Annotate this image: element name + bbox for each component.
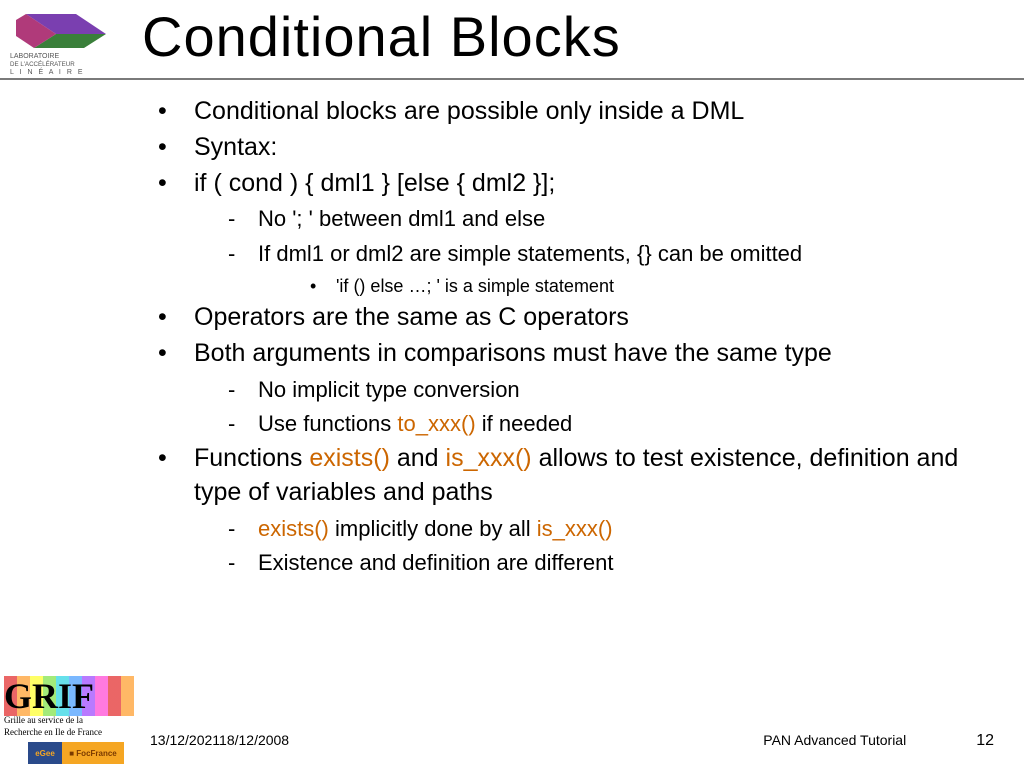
egee-left-text: eGee <box>35 749 55 758</box>
text: Use functions <box>258 411 397 436</box>
text: and <box>390 444 446 472</box>
sub-bullet: Use functions to_xxx() if needed <box>194 409 994 440</box>
svg-text:L I N É A I R E: L I N É A I R E <box>10 67 84 76</box>
bullet-text: if ( cond ) { dml1 } [else { dml2 }]; <box>194 169 555 197</box>
slide-number: 12 <box>976 732 994 750</box>
slide: LABORATOIRE DE L'ACCÉLÉRATEUR L I N É A … <box>0 0 1024 768</box>
accent-text: exists() <box>309 444 390 472</box>
sub-bullet-text: If dml1 or dml2 are simple statements, {… <box>258 241 802 266</box>
bullet-text: Both arguments in comparisons must have … <box>194 339 832 367</box>
accent-text: to_xxx() <box>397 411 475 436</box>
grif-text: GRIF <box>4 678 136 714</box>
grif-logo: GRIF Grille au service de la Recherche e… <box>4 676 136 738</box>
svg-text:LABORATOIRE: LABORATOIRE <box>10 53 59 60</box>
grif-subtitle: Recherche en Ile de France <box>4 728 136 738</box>
title-underline <box>0 78 1024 80</box>
sub-bullet: Existence and definition are different <box>194 548 994 579</box>
accent-text: exists() <box>258 516 329 541</box>
sub-bullet: exists() implicitly done by all is_xxx() <box>194 514 994 545</box>
bullet: Both arguments in comparisons must have … <box>140 337 994 440</box>
slide-title: Conditional Blocks <box>142 4 621 69</box>
sub-bullet: If dml1 or dml2 are simple statements, {… <box>194 239 994 299</box>
text: if needed <box>476 411 573 436</box>
bullet: Conditional blocks are possible only ins… <box>140 95 994 129</box>
bullet: Operators are the same as C operators <box>140 301 994 335</box>
grif-subtitle: Grille au service de la <box>4 716 136 726</box>
accent-text: is_xxx() <box>446 444 532 472</box>
egee-logo: eGee ■ FocFrance <box>28 742 124 764</box>
text: implicitly done by all <box>329 516 537 541</box>
lal-logo: LABORATOIRE DE L'ACCÉLÉRATEUR L I N É A … <box>8 8 128 76</box>
footer-date: 13/12/202118/12/2008 <box>150 732 289 748</box>
sub-bullet: No '; ' between dml1 and else <box>194 204 994 235</box>
sub-sub-bullet: 'if () else …; ' is a simple statement <box>258 274 994 299</box>
sub-bullet: No implicit type conversion <box>194 375 994 406</box>
footer: 13/12/202118/12/2008 PAN Advanced Tutori… <box>150 732 994 750</box>
accent-text: is_xxx() <box>537 516 613 541</box>
slide-content: Conditional blocks are possible only ins… <box>140 95 994 581</box>
bullet: Syntax: <box>140 131 994 165</box>
egee-right-text: ■ FocFrance <box>62 742 124 764</box>
bullet: if ( cond ) { dml1 } [else { dml2 }]; No… <box>140 167 994 300</box>
footer-title: PAN Advanced Tutorial <box>763 732 906 748</box>
text: Functions <box>194 444 309 472</box>
svg-text:DE L'ACCÉLÉRATEUR: DE L'ACCÉLÉRATEUR <box>10 61 75 68</box>
bullet: Functions exists() and is_xxx() allows t… <box>140 442 994 579</box>
